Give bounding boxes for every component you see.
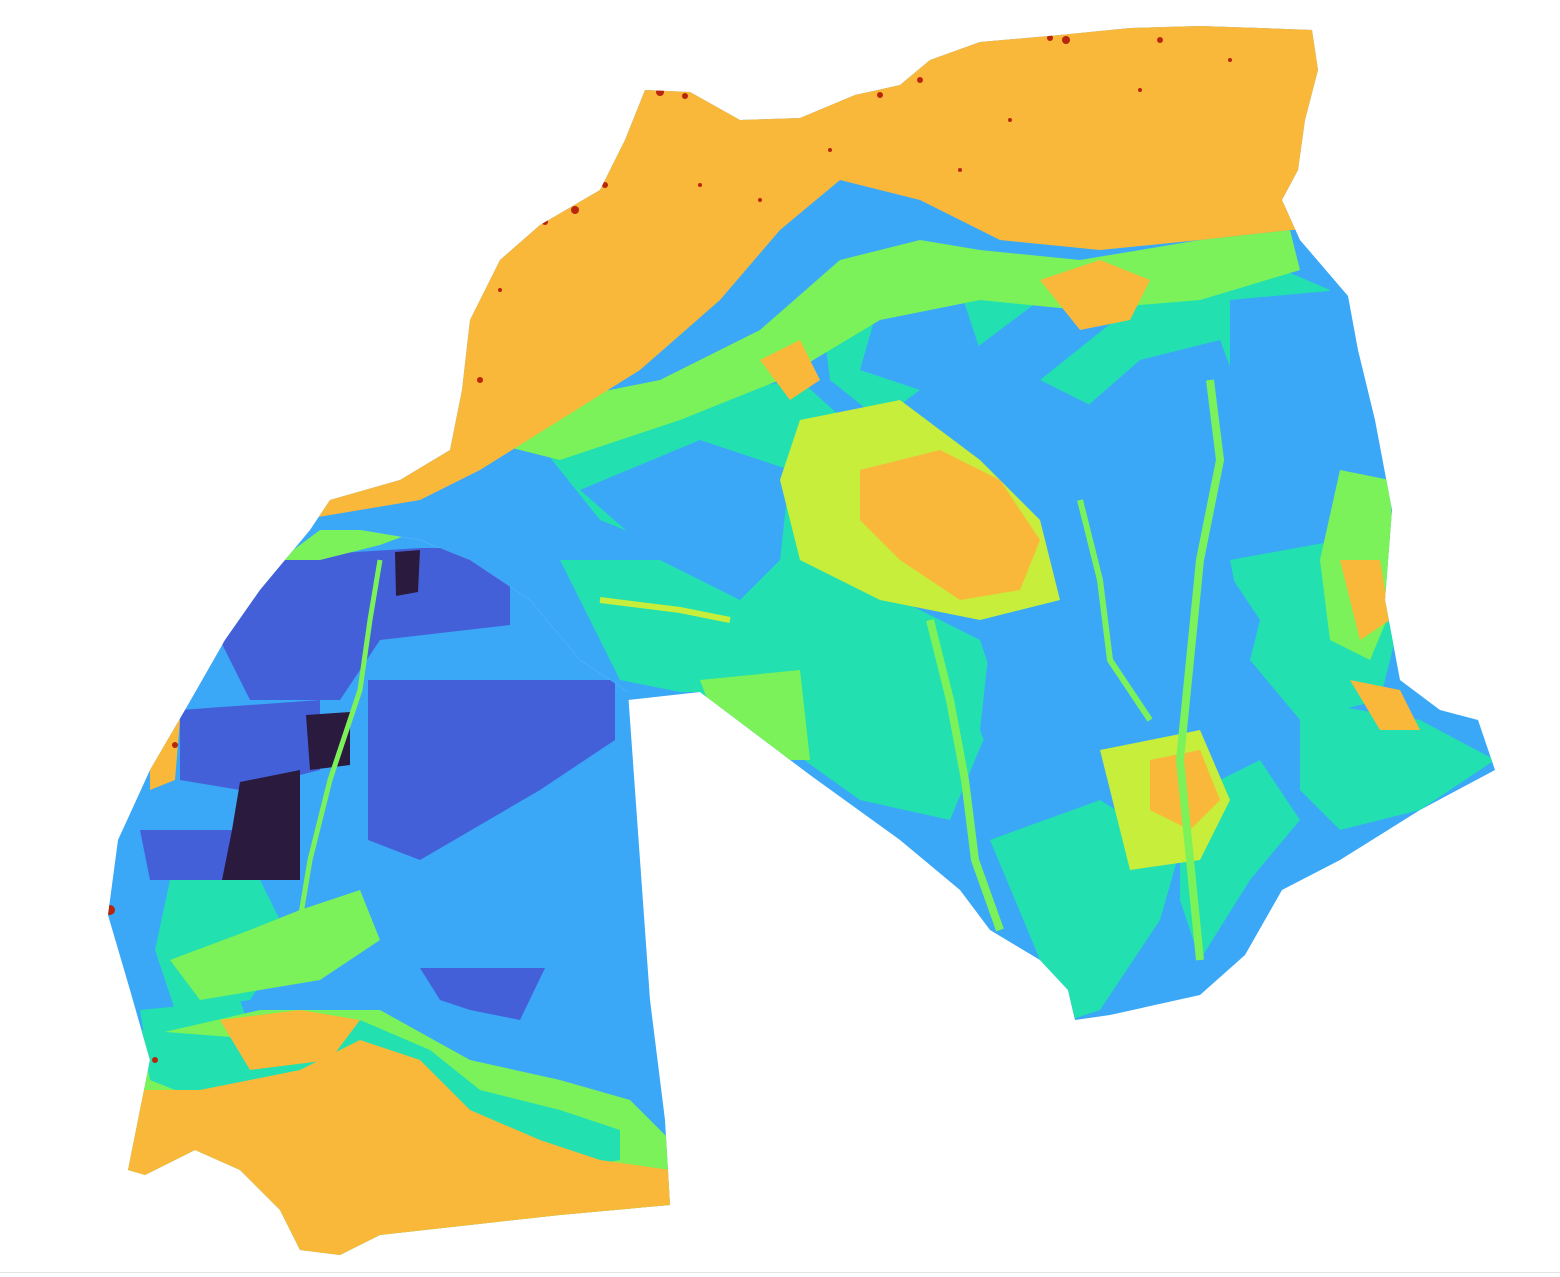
region-east-notch (628, 692, 700, 700)
bottom-divider (0, 1272, 1560, 1273)
